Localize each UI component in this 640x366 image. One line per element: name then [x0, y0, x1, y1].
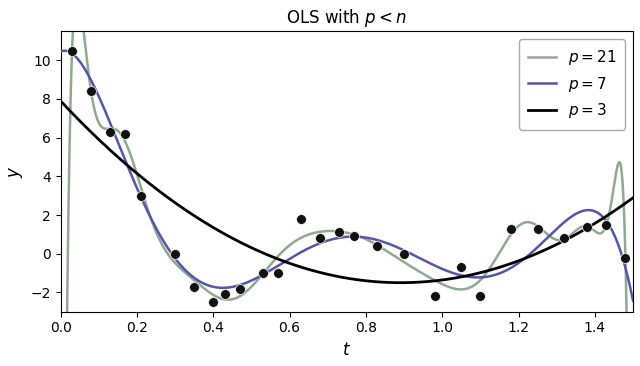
Point [601, 222, 611, 228]
Point [399, 251, 409, 257]
Line: $p = 21$: $p = 21$ [61, 0, 633, 366]
$p = 3$ [156, 189, 164, 194]
Point [120, 131, 131, 137]
Point [559, 235, 570, 241]
Point [506, 226, 516, 232]
Point [429, 294, 440, 299]
$p = 7$ [276, 262, 284, 266]
Line: $p = 3$: $p = 3$ [61, 101, 633, 283]
X-axis label: $t$: $t$ [342, 341, 351, 359]
$p = 3$ [397, 280, 404, 285]
Point [170, 251, 180, 257]
Legend: $p = 21$, $p = 7$, $p = 3$: $p = 21$, $p = 7$, $p = 3$ [519, 39, 625, 130]
$p = 7$ [618, 254, 626, 258]
$p = 7$ [122, 160, 130, 164]
$p = 21$ [301, 234, 309, 238]
$p = 21$ [122, 141, 130, 146]
Point [273, 270, 284, 276]
Point [235, 285, 245, 291]
Point [456, 264, 467, 270]
Point [349, 234, 360, 239]
$p = 3$ [618, 203, 626, 208]
$p = 3$ [276, 258, 284, 262]
Point [105, 129, 115, 135]
$p = 21$ [276, 251, 284, 256]
$p = 7$ [61, 49, 68, 53]
$p = 21$ [156, 239, 164, 243]
Point [258, 270, 268, 276]
Point [372, 243, 383, 249]
Point [136, 193, 146, 199]
$p = 7$ [57, 49, 65, 54]
Point [315, 235, 325, 241]
$p = 7$ [629, 299, 637, 303]
Title: OLS with $p < n$: OLS with $p < n$ [286, 7, 408, 29]
$p = 21$ [618, 173, 626, 178]
$p = 7$ [557, 223, 564, 228]
Point [67, 48, 77, 53]
$p = 3$ [57, 99, 65, 103]
$p = 7$ [156, 233, 164, 238]
Point [476, 294, 486, 299]
$p = 3$ [557, 240, 564, 245]
$p = 21$ [557, 238, 564, 242]
Point [220, 291, 230, 297]
$p = 7$ [301, 248, 309, 252]
Point [86, 88, 96, 94]
Point [208, 299, 218, 305]
Line: $p = 7$: $p = 7$ [61, 51, 633, 301]
Point [189, 284, 199, 290]
Point [296, 216, 306, 222]
Point [532, 226, 543, 232]
$p = 3$ [301, 266, 308, 270]
Point [582, 224, 593, 229]
Point [334, 229, 344, 235]
Y-axis label: $y$: $y$ [7, 165, 25, 178]
$p = 3$ [629, 195, 637, 200]
Point [620, 255, 630, 261]
$p = 3$ [122, 162, 130, 166]
